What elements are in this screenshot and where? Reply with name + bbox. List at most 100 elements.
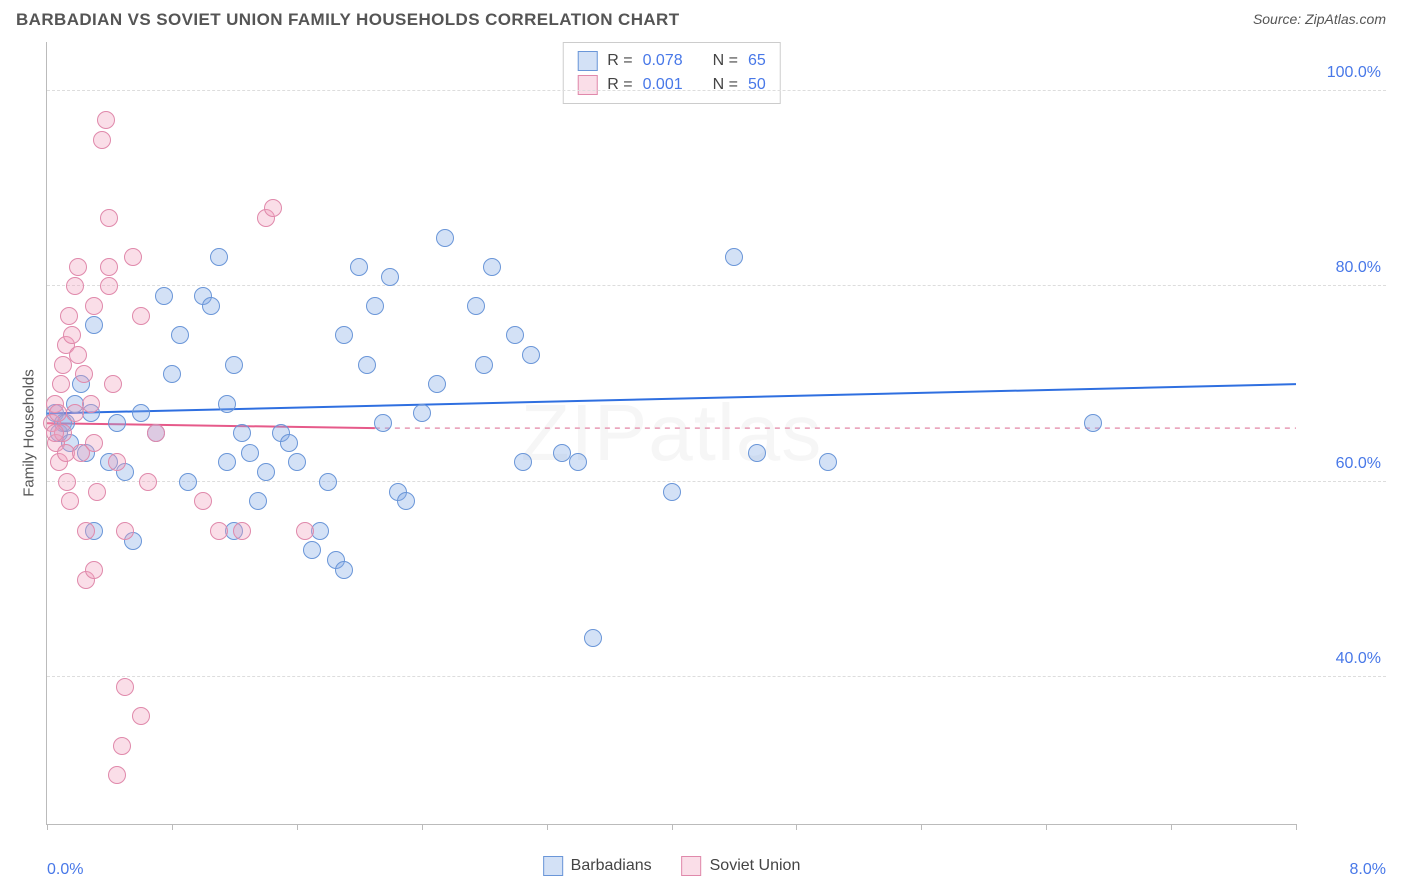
scatter-point [358,356,376,374]
scatter-point [819,453,837,471]
scatter-point [124,248,142,266]
x-tick [1046,824,1047,830]
scatter-point [663,483,681,501]
x-tick [1171,824,1172,830]
scatter-point [97,111,115,129]
x-tick [1296,824,1297,830]
series-legend: Barbadians Soviet Union [543,856,801,876]
x-tick [422,824,423,830]
scatter-point [210,522,228,540]
n-label: N = [713,49,738,73]
legend-swatch [577,51,597,71]
scatter-point [366,297,384,315]
scatter-point [85,434,103,452]
scatter-point [93,131,111,149]
gridline [47,481,1386,482]
scatter-point [132,707,150,725]
x-tick [796,824,797,830]
scatter-point [381,268,399,286]
series-name: Soviet Union [710,857,801,875]
x-tick [297,824,298,830]
scatter-point [241,444,259,462]
x-tick [47,824,48,830]
y-tick-label: 60.0% [1301,455,1381,473]
scatter-point [85,561,103,579]
stats-legend-row: R =0.078N =65 [577,49,766,73]
stats-legend-row: R = 0.001 N = 50 [577,73,766,97]
series-name: Barbadians [571,857,652,875]
scatter-point [88,483,106,501]
scatter-point [194,492,212,510]
source-attribution: Source: ZipAtlas.com [1253,11,1386,29]
gridline [47,285,1386,286]
scatter-point [100,258,118,276]
scatter-point [428,375,446,393]
scatter-point [506,326,524,344]
scatter-point [296,522,314,540]
scatter-point [311,522,329,540]
scatter-point [436,229,454,247]
scatter-point [249,492,267,510]
scatter-point [264,199,282,217]
legend-swatch [682,856,702,876]
scatter-point [233,522,251,540]
scatter-point [569,453,587,471]
scatter-point [335,326,353,344]
scatter-point [61,492,79,510]
scatter-point [1084,414,1102,432]
y-axis-title: Family Households [21,369,38,497]
x-axis-min-label: 0.0% [47,861,83,879]
x-axis-max-label: 8.0% [1350,861,1386,879]
legend-swatch [577,75,597,95]
r-value: 0.078 [643,49,683,73]
scatter-point [483,258,501,276]
r-label: R = [607,73,632,97]
n-value: 50 [748,73,766,97]
scatter-point [52,375,70,393]
scatter-point [66,404,84,422]
chart-title: BARBADIAN VS SOVIET UNION FAMILY HOUSEHO… [16,10,680,30]
y-tick-label: 80.0% [1301,259,1381,277]
scatter-point [147,424,165,442]
scatter-point [108,414,126,432]
n-label: N = [713,73,738,97]
scatter-point [155,287,173,305]
scatter-point [132,307,150,325]
series-legend-item: Soviet Union [682,856,801,876]
x-tick [547,824,548,830]
scatter-point [202,297,220,315]
scatter-point [514,453,532,471]
scatter-point [233,424,251,442]
scatter-point [108,766,126,784]
scatter-point [77,522,95,540]
scatter-point [522,346,540,364]
trend-line [47,423,375,428]
scatter-point [467,297,485,315]
scatter-point [218,453,236,471]
y-tick-label: 40.0% [1301,650,1381,668]
n-value: 65 [748,49,766,73]
scatter-point [132,404,150,422]
scatter-point [82,395,100,413]
stats-legend: R = 0.078 N = 65R = 0.001 N = 50 [562,42,781,104]
scatter-point [54,356,72,374]
scatter-point [66,277,84,295]
series-legend-item: Barbadians [543,856,652,876]
scatter-point [163,365,181,383]
scatter-point [257,463,275,481]
x-tick [921,824,922,830]
x-tick [172,824,173,830]
r-value: 0.001 [643,73,683,97]
scatter-point [85,297,103,315]
scatter-point [303,541,321,559]
scatter-point [63,326,81,344]
y-tick-label: 100.0% [1301,64,1381,82]
scatter-point [475,356,493,374]
scatter-point [104,375,122,393]
gridline [47,90,1386,91]
x-tick [672,824,673,830]
scatter-point [113,737,131,755]
scatter-point [49,404,67,422]
scatter-point [397,492,415,510]
scatter-point [100,277,118,295]
